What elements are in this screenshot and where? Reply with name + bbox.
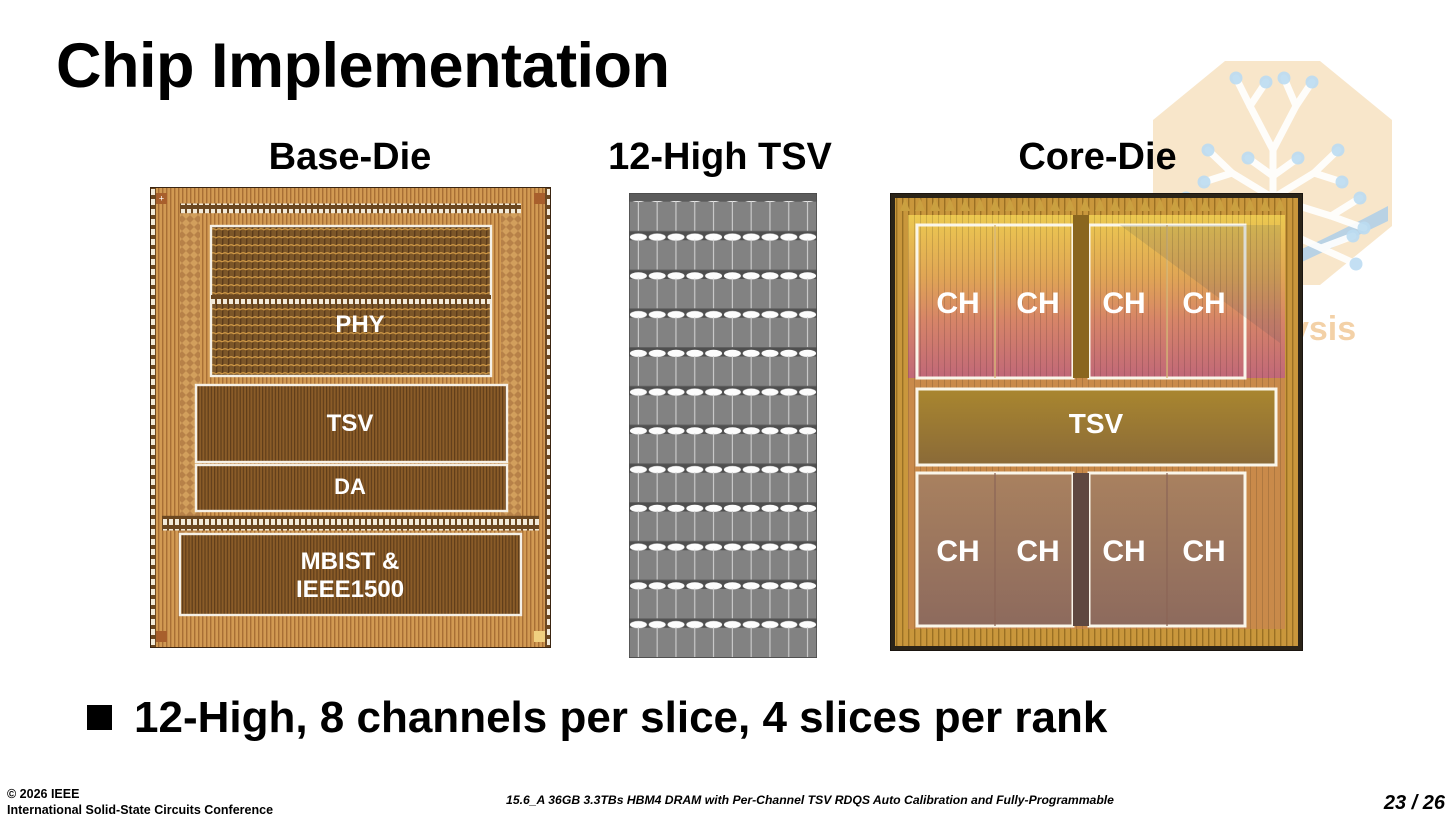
svg-text:TSV: TSV xyxy=(1069,408,1124,439)
svg-text:CH: CH xyxy=(936,287,979,320)
svg-text:CH: CH xyxy=(1182,535,1225,568)
svg-text:CH: CH xyxy=(1016,287,1059,320)
svg-text:+: + xyxy=(159,194,164,204)
svg-text:CH: CH xyxy=(1016,535,1059,568)
svg-text:IEEE1500: IEEE1500 xyxy=(296,576,404,603)
svg-text:CH: CH xyxy=(936,535,979,568)
svg-text:MBIST &: MBIST & xyxy=(301,548,400,575)
svg-text:TSV: TSV xyxy=(327,410,374,437)
svg-text:PHY: PHY xyxy=(335,311,384,338)
svg-text:CH: CH xyxy=(1102,287,1145,320)
svg-text:CH: CH xyxy=(1182,287,1225,320)
svg-text:CH: CH xyxy=(1102,535,1145,568)
svg-text:DA: DA xyxy=(334,474,366,499)
